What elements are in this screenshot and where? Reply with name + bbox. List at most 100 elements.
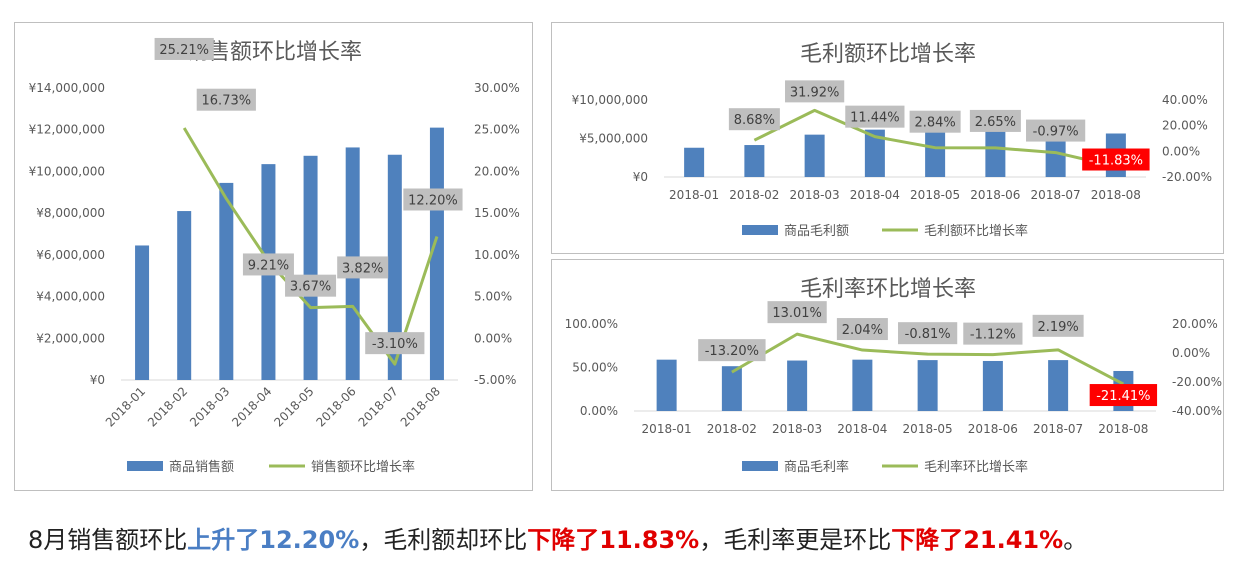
bar-2018-03: [219, 182, 234, 380]
y-right-tick-label: -20.00%: [1172, 375, 1222, 389]
bar-2018-02: [177, 211, 192, 380]
data-label: 31.92%: [790, 85, 840, 100]
y-right-tick-label: 20.00%: [474, 164, 520, 178]
x-tick-label: 2018-07: [1031, 188, 1081, 202]
bar-2018-05: [303, 155, 318, 380]
y-left-tick-label: ¥10,000,000: [29, 164, 105, 178]
growth-line: [182, 127, 439, 366]
bar-2018-06: [982, 360, 1003, 411]
data-label-box: [909, 110, 961, 133]
y-right-tick-label: 20.00%: [1172, 317, 1218, 331]
data-label: 2.04%: [842, 323, 883, 338]
y-right-tick-label: 25.00%: [474, 123, 520, 137]
sales-growth-chart-panel: 销售额环比增长率 ¥0 ¥2,000,000 ¥4,000,000 ¥6,000,000…: [14, 22, 533, 491]
data-label: 3.67%: [290, 280, 331, 295]
y-right-tick-label: 0.00%: [1172, 346, 1210, 360]
data-label: 8.68%: [734, 113, 775, 128]
summary-part1: 8月销售额环比: [28, 526, 188, 554]
data-label-box: [698, 339, 766, 362]
y-right-tick-label: 15.00%: [474, 206, 520, 220]
x-tick-label: 2018-01: [103, 384, 148, 429]
data-label-box: [285, 274, 337, 297]
y-left-tick-label: 0.00%: [580, 404, 618, 418]
x-tick-label: 2018-05: [910, 188, 960, 202]
y-left-tick-label: ¥8,000,000: [36, 206, 105, 220]
growth-line: [731, 332, 1125, 386]
y-left-tick-label: ¥4,000,000: [36, 290, 105, 304]
x-tick-label: 2018-04: [850, 188, 900, 202]
data-label-box: [154, 37, 214, 60]
y-left-tick-label: ¥6,000,000: [36, 248, 105, 262]
bar-2018-02: [721, 366, 742, 411]
data-label: 11.44%: [850, 111, 900, 126]
bar-2018-03: [804, 134, 825, 177]
y-right-tick-label: 0.00%: [1162, 144, 1200, 158]
data-label: 16.73%: [202, 94, 252, 109]
data-label: 2.19%: [1037, 320, 1078, 335]
bar-2018-04: [852, 359, 873, 411]
y-right-tick-label: 40.00%: [1162, 93, 1208, 107]
y-right-tick-label: 5.00%: [474, 290, 512, 304]
data-label-box: [365, 332, 425, 355]
legend-bar-swatch: [127, 461, 163, 471]
data-label-box: [1082, 148, 1150, 171]
data-label: -0.81%: [905, 327, 951, 342]
x-tick-label: 2018-06: [968, 422, 1018, 436]
summary-sales-up: 上升了12.20%: [187, 526, 360, 554]
gross-profit-growth-chart: 毛利额环比增长率 ¥0 ¥5,000,000 ¥10,000,000 -20.00% 0.…: [572, 42, 1212, 239]
gross-profit-growth-chart-panel: 毛利额环比增长率 ¥0 ¥5,000,000 ¥10,000,000 -20.00% 0.…: [551, 22, 1224, 254]
y-left-tick-label: ¥10,000,000: [572, 93, 648, 107]
bar-2018-01: [135, 245, 150, 380]
legend-bar-label: 商品毛利率: [784, 459, 849, 475]
summary-text: 8月销售额环比上升了12.20%，毛利额却环比下降了11.83%，毛利率更是环比…: [28, 520, 1087, 555]
y-left-tick-label: ¥14,000,000: [29, 81, 105, 95]
x-tick-label: 2018-07: [356, 384, 401, 429]
y-left-tick-label: 100.00%: [565, 317, 618, 331]
y-right-tick-label: -20.00%: [1162, 170, 1212, 184]
data-label-box: [845, 105, 905, 128]
y-left-tick-label: ¥0: [633, 170, 648, 184]
y-left-tick-label: ¥5,000,000: [579, 132, 648, 146]
data-label: 2.84%: [914, 116, 955, 131]
data-label: 13.01%: [772, 306, 822, 321]
data-label-box: [785, 80, 845, 103]
x-tick-label: 2018-08: [1098, 422, 1148, 436]
data-label: -0.97%: [1033, 125, 1079, 140]
summary-profit-down: 下降了11.83%: [527, 526, 700, 554]
data-label: 12.20%: [408, 194, 458, 209]
gross-margin-growth-chart-panel: 毛利率环比增长率 0.00% 50.00% 100.00% -40.00% -20.00%…: [551, 259, 1224, 491]
legend-line-label: 销售额环比增长率: [311, 459, 415, 475]
data-label-box: [1026, 119, 1086, 142]
data-label-box: [963, 322, 1023, 345]
bar-2018-07: [387, 154, 402, 380]
bar-2018-01: [684, 147, 705, 177]
bar-2018-05: [925, 128, 946, 177]
data-label-box: [337, 256, 389, 279]
y-right-tick-label: 10.00%: [474, 248, 520, 262]
legend-line-label: 毛利率环比增长率: [924, 459, 1028, 475]
data-label: 2.65%: [975, 115, 1016, 130]
growth-line: [753, 108, 1117, 168]
summary-part7: 。: [1063, 526, 1088, 554]
y-left-tick-label: 50.00%: [572, 361, 618, 375]
data-label-box: [898, 322, 958, 345]
x-tick-label: 2018-02: [707, 422, 757, 436]
x-tick-label: 2018-08: [1091, 188, 1141, 202]
bar-2018-07: [1048, 360, 1069, 411]
y-right-tick-label: -5.00%: [474, 373, 516, 387]
data-label-box: [969, 109, 1021, 132]
legend-bar-label: 商品毛利额: [784, 224, 849, 239]
data-label: -1.12%: [970, 328, 1016, 343]
summary-margin-down: 下降了21.41%: [891, 526, 1064, 554]
x-tick-label: 2018-04: [229, 384, 274, 429]
bar-2018-04: [864, 129, 885, 177]
gross-margin-growth-chart: 毛利率环比增长率 0.00% 50.00% 100.00% -40.00% -20.00%…: [565, 277, 1222, 475]
x-tick-label: 2018-06: [313, 384, 358, 429]
data-label: -21.41%: [1096, 389, 1150, 404]
bar-2018-06: [985, 127, 1006, 177]
legend-line-label: 毛利额环比增长率: [924, 223, 1028, 239]
y-left-tick-label: ¥12,000,000: [29, 123, 105, 137]
bar-2018-03: [787, 360, 808, 411]
x-tick-label: 2018-03: [772, 422, 822, 436]
summary-part3: ，毛利额却环比: [359, 526, 528, 554]
